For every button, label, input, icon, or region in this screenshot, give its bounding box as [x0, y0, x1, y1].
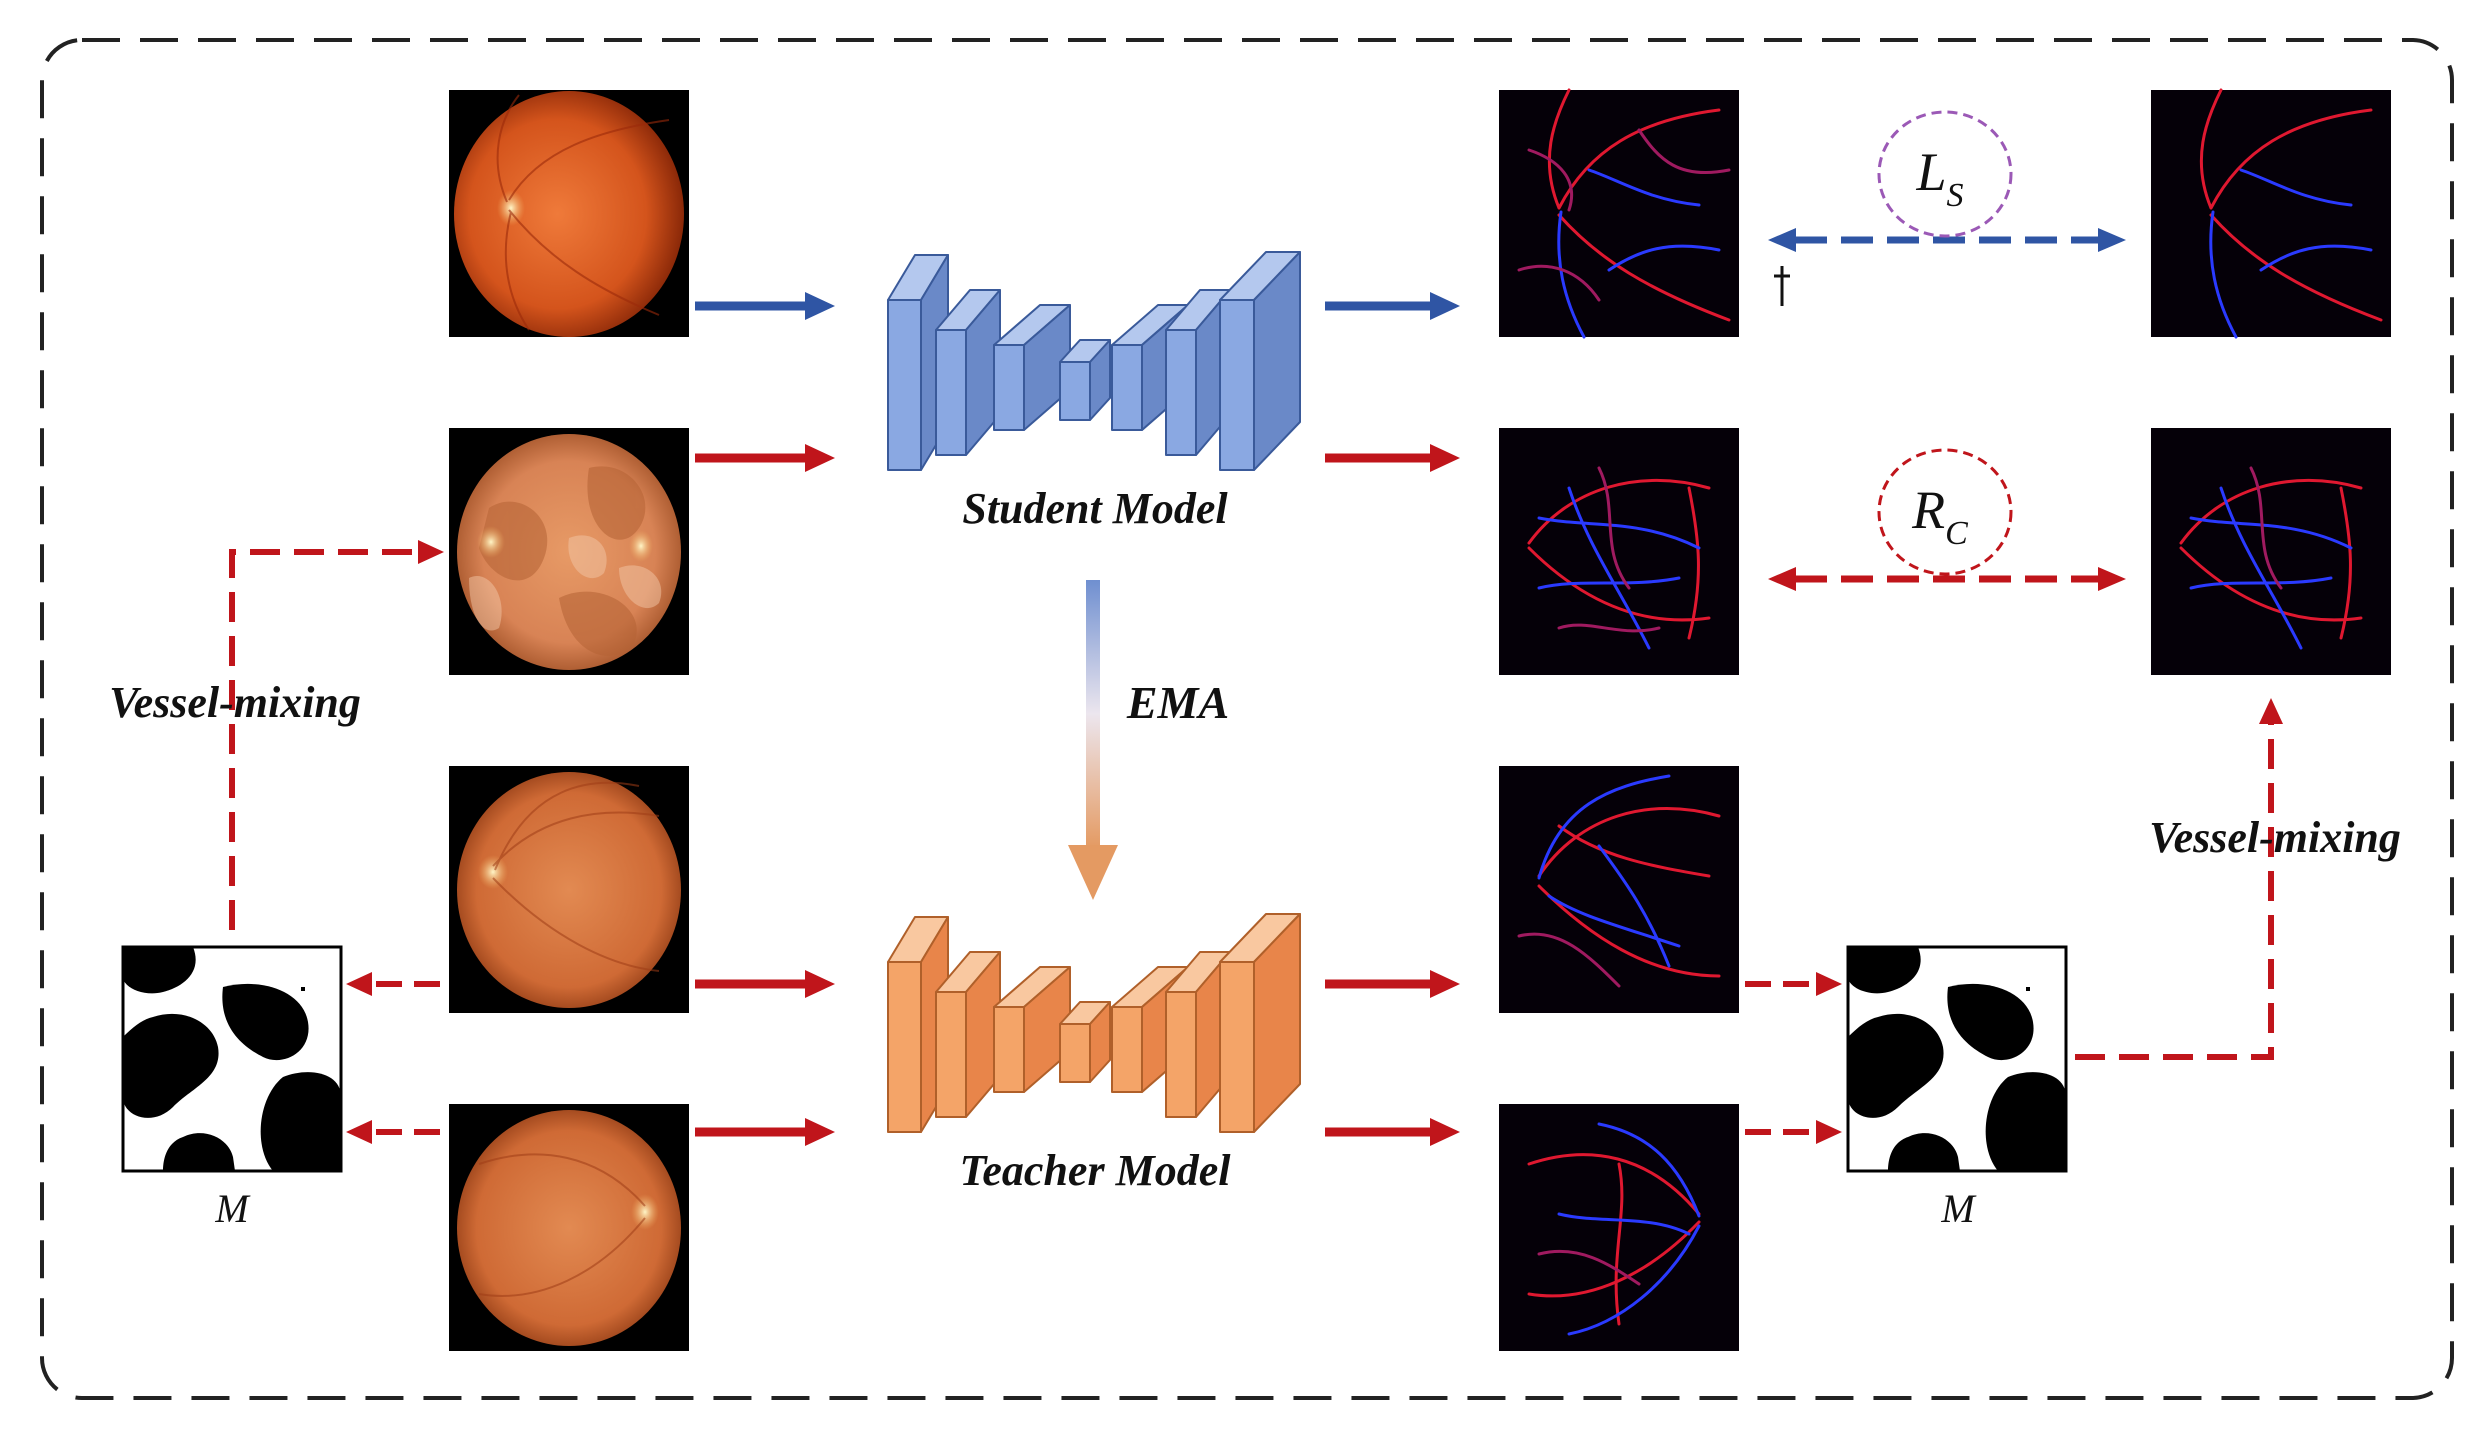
vessel-map-student-labeled: [1499, 88, 1739, 339]
binary-mask-right: [1846, 945, 2068, 1173]
arrow-student-to-mixed-pred: [1325, 444, 1460, 472]
ema-arrow-head: [1068, 845, 1118, 900]
cursor-mark-icon: [1774, 266, 1790, 306]
arrow-mixed-to-student: [695, 444, 835, 472]
dashed-arrow-pred-a-to-right-mask: [1745, 972, 1842, 996]
consistency-loss-arrow: [1768, 567, 2126, 591]
dashed-arrow-to-left-mask-a: [346, 972, 440, 996]
vessel-mixing-label-left: Vessel-mixing: [109, 678, 361, 727]
arrow-labeled-to-student: [695, 292, 835, 320]
arrow-teacher-to-pred-b: [1325, 1118, 1460, 1146]
fundus-image-unlabeled-a: [449, 766, 689, 1013]
arrow-student-to-labeled-pred: [1325, 292, 1460, 320]
dashed-arrow-to-left-mask-b: [346, 1120, 440, 1144]
dashed-vessel-mixing-left: [229, 540, 444, 930]
ground-truth-map: [2151, 88, 2391, 339]
student-model-label: Student Model: [962, 484, 1228, 533]
fundus-image-unlabeled-b: [449, 1104, 689, 1351]
arrow-teacher-to-pred-a: [1325, 970, 1460, 998]
mixed-pseudo-label-map: [2151, 428, 2391, 675]
arrow-unlabeled-a-to-teacher: [695, 970, 835, 998]
teacher-model-label: Teacher Model: [960, 1146, 1232, 1195]
dashed-vessel-mixing-right: [2075, 698, 2283, 1060]
loss-ls-symbol: LS: [1915, 142, 1963, 214]
outer-frame: [40, 38, 2454, 1400]
supervised-loss-arrow: [1768, 228, 2126, 252]
binary-mask-left: [121, 945, 343, 1173]
ema-label: EMA: [1126, 677, 1229, 728]
arrow-unlabeled-b-to-teacher: [695, 1118, 835, 1146]
mask-label-right: M: [1940, 1186, 1977, 1231]
teacher-model-network: [887, 913, 1301, 1133]
fundus-image-mixed: [449, 428, 689, 675]
vessel-map-teacher-a: [1499, 766, 1739, 1013]
ema-arrow-shaft: [1086, 580, 1100, 848]
mask-label-left: M: [214, 1186, 251, 1231]
vessel-map-teacher-b: [1499, 1104, 1739, 1351]
loss-rc-symbol: RC: [1911, 480, 1968, 552]
vessel-mixing-label-right: Vessel-mixing: [2149, 813, 2401, 862]
consistency-loss-circle: [1877, 448, 2013, 576]
dashed-arrow-pred-b-to-right-mask: [1745, 1120, 1842, 1144]
supervised-loss-circle: [1877, 110, 2013, 238]
fundus-image-labeled: [449, 90, 689, 337]
vessel-map-student-mixed: [1499, 428, 1739, 675]
student-model-network: [887, 251, 1301, 471]
